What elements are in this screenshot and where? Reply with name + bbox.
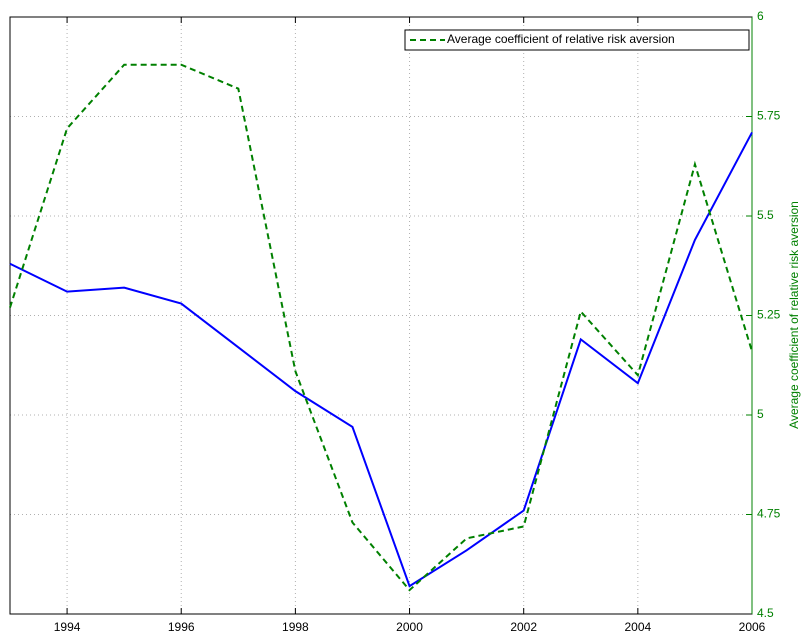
series-line: [9, 131, 753, 588]
series-line: [9, 63, 753, 592]
x-tick-label: 2000: [396, 620, 423, 634]
y2-tick-label: 5.75: [757, 109, 781, 123]
y2-tick-label: 5: [757, 407, 764, 421]
y2-axis-label: Average coefficient of relative risk ave…: [787, 201, 801, 429]
legend-label: Average coefficient of relative risk ave…: [447, 32, 675, 46]
x-tick-label: 2002: [510, 620, 537, 634]
plot-area: [10, 17, 752, 614]
y2-tick-label: 5.25: [757, 308, 781, 322]
y2-tick-label: 4.5: [757, 606, 774, 620]
y2-tick-label: 6: [757, 9, 764, 23]
y2-tick-label: 4.75: [757, 507, 781, 521]
legend-box: [404, 29, 750, 51]
x-tick-label: 2006: [739, 620, 766, 634]
y2-tick-label: 5.5: [757, 208, 774, 222]
x-tick-label: 1998: [282, 620, 309, 634]
x-tick-label: 1994: [54, 620, 81, 634]
x-tick-label: 1996: [168, 620, 195, 634]
x-tick-label: 2004: [624, 620, 651, 634]
legend: Average coefficient of relative risk ave…: [404, 29, 750, 51]
